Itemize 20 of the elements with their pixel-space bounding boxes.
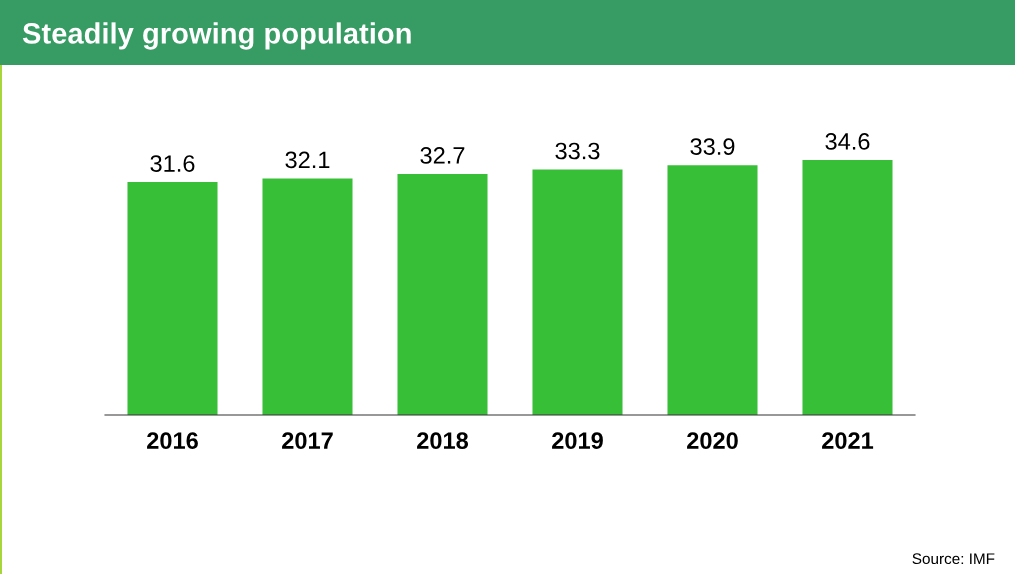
x-tick-label: 2021 — [822, 432, 874, 450]
bar — [262, 178, 353, 415]
x-tick-label: 2019 — [552, 432, 603, 450]
data-label: 33.9 — [690, 138, 735, 155]
bar — [667, 165, 758, 415]
data-label: 33.3 — [555, 142, 600, 160]
x-tick-label: 2017 — [282, 432, 333, 450]
data-label: 32.1 — [285, 151, 330, 169]
data-label: 31.6 — [150, 155, 195, 172]
x-tick-label: 2018 — [417, 432, 469, 450]
data-label: 32.7 — [420, 147, 465, 164]
data-label: 34.6 — [825, 133, 870, 150]
x-tick-label: 2016 — [147, 432, 198, 450]
bar — [397, 174, 488, 415]
chart-title: Steadily growing population — [22, 22, 411, 50]
bar — [532, 169, 623, 415]
source-note: Source: IMF — [912, 553, 995, 565]
x-tick-label: 2020 — [687, 432, 738, 450]
bar — [127, 182, 218, 415]
bar — [802, 160, 893, 415]
